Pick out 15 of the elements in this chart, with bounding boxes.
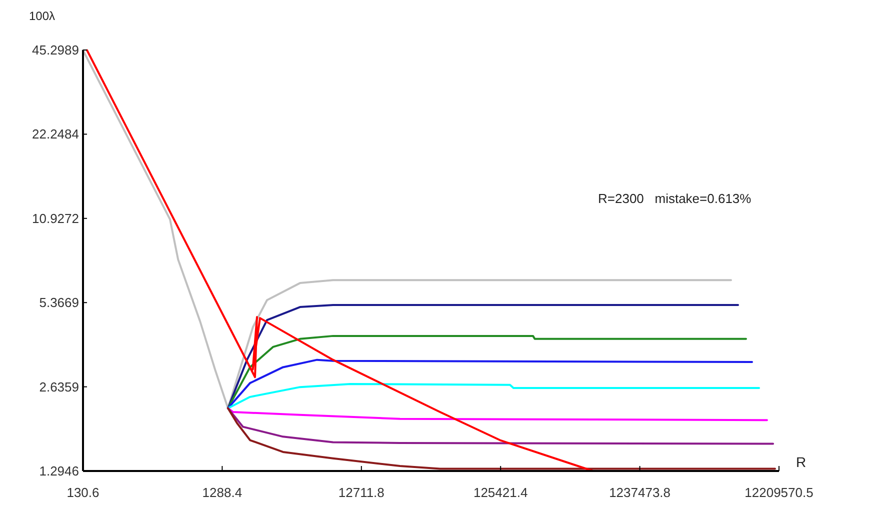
x-tick-label: 1237473.8 (609, 485, 671, 500)
y-axis-title: 100λ (28, 9, 56, 23)
y-tick-label: 2.6359 (39, 379, 79, 394)
x-tick-label: 130.6 (66, 485, 100, 500)
y-tick-label: 5.3669 (39, 295, 79, 310)
y-tick-label: 10.9272 (32, 210, 79, 226)
x-axis-title: R (796, 454, 806, 470)
y-tick-label: 22.2484 (32, 126, 79, 142)
x-tick-label: 125421.4 (473, 485, 528, 500)
y-tick-label: 45.2989 (32, 42, 79, 58)
x-tick-label: 12711.8 (338, 485, 384, 500)
annotation: R=2300 mistake=0.613% (598, 191, 752, 206)
y-tick-label: 1.2946 (39, 464, 79, 479)
x-tick-label: 1288.4 (202, 485, 242, 500)
x-tick-label: 12209570.5 (744, 485, 814, 500)
